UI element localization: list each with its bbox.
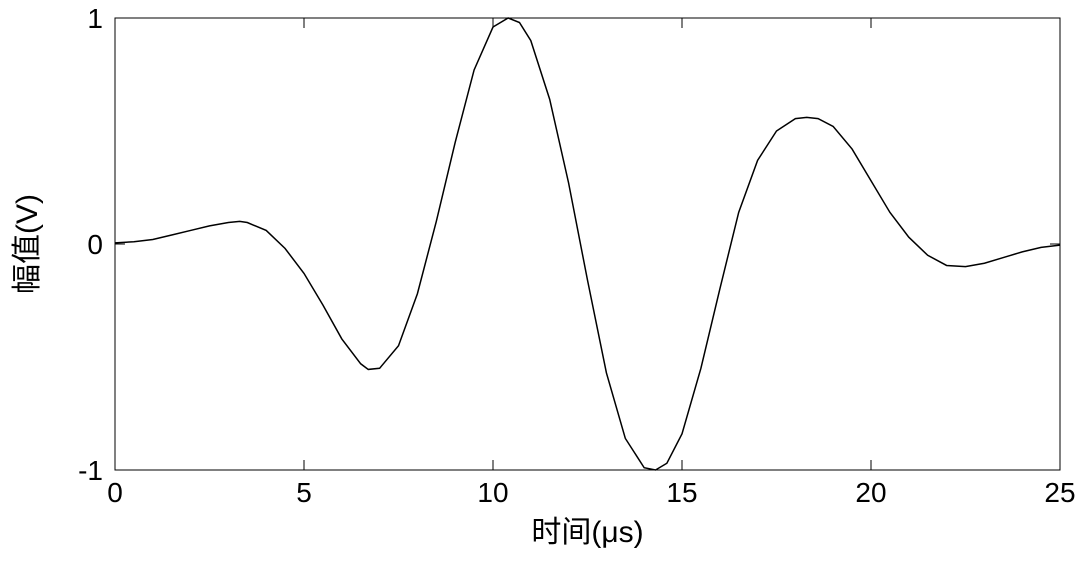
y-tick-label: -1 xyxy=(78,455,103,486)
x-tick-label: 25 xyxy=(1044,477,1075,508)
x-tick-label: 15 xyxy=(666,477,697,508)
x-tick-label: 10 xyxy=(477,477,508,508)
x-tick-label: 5 xyxy=(296,477,312,508)
y-tick-label: 1 xyxy=(87,3,103,34)
plot-box xyxy=(115,18,1060,470)
y-tick-label: 0 xyxy=(87,229,103,260)
x-axis-label: 时间(μs) xyxy=(531,516,643,549)
x-tick-label: 20 xyxy=(855,477,886,508)
line-chart: 0510152025-101时间(μs)幅值(V) xyxy=(0,0,1083,563)
chart-container: 0510152025-101时间(μs)幅值(V) xyxy=(0,0,1083,563)
x-tick-label: 0 xyxy=(107,477,123,508)
waveform-line xyxy=(115,18,1060,470)
y-axis-label: 幅值(V) xyxy=(11,194,44,294)
